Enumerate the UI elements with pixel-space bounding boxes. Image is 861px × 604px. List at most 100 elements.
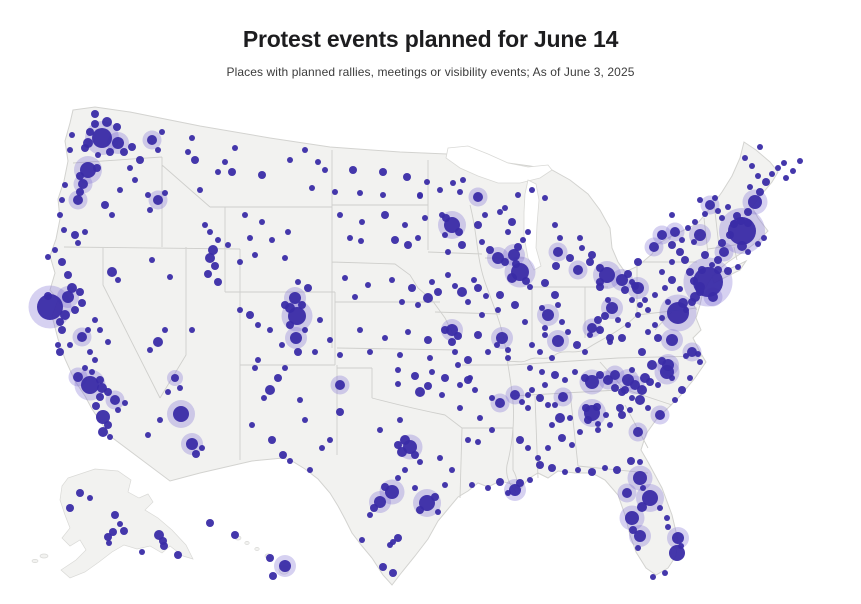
- event-dot: [781, 160, 787, 166]
- event-dot: [136, 156, 144, 164]
- event-dot: [66, 504, 74, 512]
- event-dot: [107, 434, 113, 440]
- event-dot: [627, 407, 633, 413]
- event-dot: [408, 284, 416, 292]
- event-dot: [797, 158, 803, 164]
- event-dot: [610, 370, 620, 380]
- event-dot: [525, 229, 531, 235]
- event-dot: [633, 471, 647, 485]
- event-dot: [634, 530, 646, 542]
- event-dot: [76, 188, 84, 196]
- event-dot: [199, 445, 205, 451]
- event-dot: [697, 359, 703, 365]
- event-dot: [655, 382, 661, 388]
- event-dot: [515, 192, 521, 198]
- event-dot: [342, 275, 348, 281]
- event-dot: [105, 339, 111, 345]
- event-dot: [117, 521, 123, 527]
- event-dot: [552, 262, 560, 270]
- page-subtitle: Places with planned rallies, meetings or…: [226, 65, 635, 79]
- event-dot: [539, 305, 545, 311]
- event-dot: [336, 408, 344, 416]
- event-dot: [474, 284, 482, 292]
- event-dot: [497, 209, 503, 215]
- event-dot: [177, 385, 183, 391]
- event-dot: [81, 376, 99, 394]
- event-dot: [457, 287, 467, 297]
- event-dot: [294, 348, 302, 356]
- event-dot: [167, 274, 173, 280]
- event-dot: [748, 195, 762, 209]
- event-dot: [186, 438, 198, 450]
- event-dot: [452, 349, 458, 355]
- event-dot: [551, 371, 559, 379]
- event-dot: [206, 519, 214, 527]
- event-dot: [437, 187, 443, 193]
- event-dot: [622, 488, 632, 498]
- event-dot: [91, 120, 99, 128]
- event-dot: [431, 493, 439, 501]
- event-dot: [669, 375, 675, 381]
- event-dot: [349, 166, 357, 174]
- event-dot: [78, 299, 86, 307]
- event-dot: [153, 195, 163, 205]
- event-dot: [562, 469, 568, 475]
- event-dot: [618, 388, 626, 396]
- event-dot: [645, 307, 651, 313]
- event-dot: [582, 404, 590, 412]
- event-dot: [668, 241, 676, 249]
- event-dot: [60, 310, 70, 320]
- event-dot: [115, 277, 121, 283]
- event-dot: [442, 232, 448, 238]
- event-dot: [446, 324, 458, 336]
- event-dot: [783, 175, 789, 181]
- event-dot: [719, 247, 729, 257]
- event-dot: [189, 327, 195, 333]
- event-dot: [672, 532, 684, 544]
- event-dot: [191, 156, 199, 164]
- event-dot: [405, 329, 411, 335]
- event-dot: [75, 240, 81, 246]
- event-dot: [302, 147, 308, 153]
- event-dot: [367, 349, 373, 355]
- event-dot: [81, 144, 89, 152]
- event-dot: [545, 402, 551, 408]
- event-dot: [757, 144, 763, 150]
- event-dot: [595, 421, 601, 427]
- event-dot: [445, 272, 451, 278]
- event-dot: [557, 235, 563, 241]
- event-dot: [635, 312, 641, 318]
- event-dot: [629, 395, 635, 401]
- event-dot: [665, 299, 671, 305]
- event-dot: [516, 479, 524, 487]
- event-dot: [231, 531, 239, 539]
- event-dot: [202, 222, 208, 228]
- event-dot: [607, 339, 613, 345]
- event-dot: [95, 152, 101, 158]
- event-dot: [522, 277, 530, 285]
- event-dot: [395, 475, 401, 481]
- event-dot: [295, 279, 301, 285]
- event-dot: [120, 527, 128, 535]
- event-dot: [652, 292, 658, 298]
- event-dot: [89, 369, 95, 375]
- event-dot: [645, 329, 651, 335]
- event-dot: [302, 327, 308, 333]
- event-dot: [552, 402, 558, 408]
- event-dot: [82, 365, 88, 371]
- event-dot: [315, 159, 321, 165]
- event-dot: [588, 251, 596, 259]
- event-dot: [147, 207, 153, 213]
- event-dot: [747, 184, 753, 190]
- event-dot: [377, 427, 383, 433]
- event-dot: [287, 157, 293, 163]
- event-dot: [298, 301, 306, 309]
- event-dot: [80, 162, 96, 178]
- event-dot: [496, 478, 504, 486]
- event-dot: [649, 242, 659, 252]
- event-dot: [85, 327, 91, 333]
- event-dot: [475, 439, 481, 445]
- event-dot: [642, 297, 648, 303]
- event-dot: [57, 212, 63, 218]
- event-dot: [596, 371, 604, 379]
